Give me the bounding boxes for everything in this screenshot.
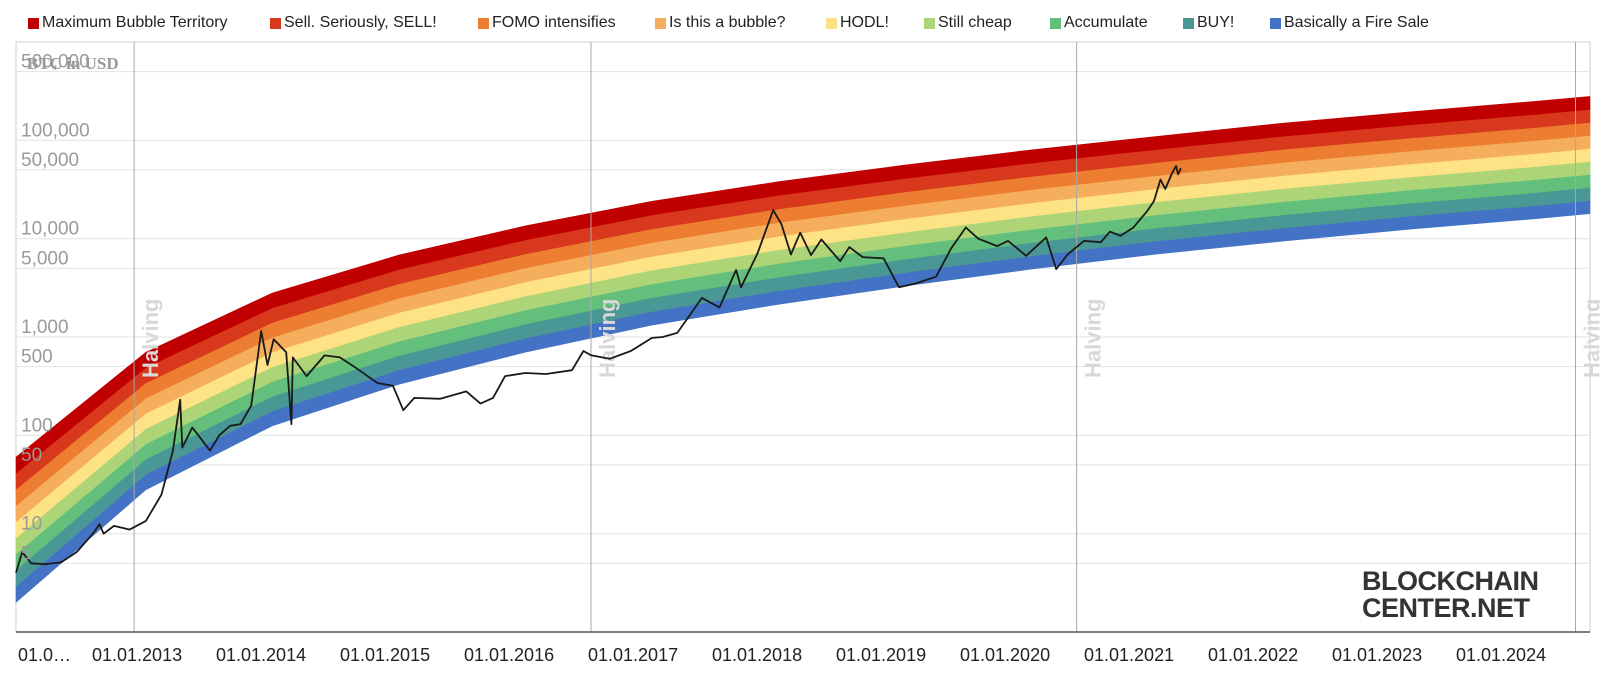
legend-item-still-cheap[interactable]: Still cheap bbox=[924, 14, 1012, 32]
halving-label: Halving bbox=[595, 299, 620, 378]
y-tick-label: 500 bbox=[21, 347, 53, 368]
y-tick-label: 5 bbox=[21, 543, 32, 564]
x-tick-label: 01.01.2017 bbox=[588, 645, 678, 665]
x-tick-label: 01.01.2015 bbox=[340, 645, 430, 665]
legend-item-is-this-a-bubble[interactable]: Is this a bubble? bbox=[655, 14, 786, 32]
legend-item-buy[interactable]: BUY! bbox=[1183, 14, 1234, 32]
x-tick-label: 01.01.2016 bbox=[464, 645, 554, 665]
price-line bbox=[15, 165, 1182, 574]
x-tick-label: 01.01.2013 bbox=[92, 645, 182, 665]
x-tick-label: 01.01.2018 bbox=[712, 645, 802, 665]
legend-swatch bbox=[1183, 17, 1194, 29]
legend-item-sell-seriously-sell[interactable]: Sell. Seriously, SELL! bbox=[270, 14, 437, 32]
legend-item-basically-a-fire-sale[interactable]: Basically a Fire Sale bbox=[1270, 14, 1429, 32]
halving-label: Halving bbox=[1081, 299, 1106, 378]
rainbow-bands bbox=[15, 96, 1591, 604]
y-tick-label: 100,000 bbox=[21, 120, 90, 141]
legend-item-fomo-intensifies[interactable]: FOMO intensifies bbox=[478, 14, 616, 32]
legend-swatch bbox=[655, 17, 666, 29]
legend-swatch bbox=[1050, 17, 1061, 29]
chart-legend: Maximum Bubble Territory Sell. Seriously,… bbox=[0, 0, 1600, 44]
x-tick-label: 01.01.2023 bbox=[1332, 645, 1422, 665]
legend-label: Maximum Bubble Territory bbox=[42, 14, 228, 31]
grid-lines bbox=[16, 71, 1590, 564]
legend-item-accumulate[interactable]: Accumulate bbox=[1050, 14, 1148, 32]
legend-item-maximum-bubble-territory[interactable]: Maximum Bubble Territory bbox=[28, 14, 228, 32]
legend-swatch bbox=[478, 17, 489, 29]
y-tick-label: 50 bbox=[21, 445, 42, 466]
legend-label: Accumulate bbox=[1064, 14, 1148, 31]
blockchaincenter-logo: BLOCKCHAIN CENTER.NET bbox=[1362, 568, 1562, 624]
halving-label: Halving bbox=[1580, 299, 1600, 378]
legend-label: Sell. Seriously, SELL! bbox=[284, 14, 437, 31]
price-series bbox=[15, 165, 1182, 574]
y-axis-labels: 500,000 100,000 50,000 10,000 5,000 1,000 500 1… bbox=[21, 52, 90, 565]
halving-label: Halving bbox=[138, 299, 163, 378]
legend-label: Still cheap bbox=[938, 14, 1012, 31]
x-tick-label: 01.01.2021 bbox=[1084, 645, 1174, 665]
legend-swatch bbox=[270, 17, 281, 29]
x-tick-label: 01.0… bbox=[18, 645, 71, 665]
y-tick-label: 50,000 bbox=[21, 150, 79, 171]
y-tick-label: 10 bbox=[21, 514, 42, 535]
y-tick-label: 5,000 bbox=[21, 248, 69, 269]
legend-swatch bbox=[826, 17, 837, 29]
y-axis-title: BTC in USD bbox=[27, 54, 119, 73]
y-tick-label: 100 bbox=[21, 415, 53, 436]
band-maximum-bubble-territory bbox=[15, 96, 1591, 474]
legend-swatch bbox=[924, 17, 935, 29]
logo-line-2: CENTER.NET bbox=[1362, 593, 1530, 623]
x-axis-labels: 01.0… 01.01.2013 01.01.2014 01.01.2015 01.01… bbox=[18, 645, 1546, 665]
legend-label: HODL! bbox=[840, 14, 889, 31]
x-tick-label: 01.01.2020 bbox=[960, 645, 1050, 665]
logo-line-1: BLOCKCHAIN bbox=[1362, 566, 1539, 596]
y-tick-label: 500,000 bbox=[21, 52, 90, 73]
x-tick-label: 01.01.2019 bbox=[836, 645, 926, 665]
legend-label: Basically a Fire Sale bbox=[1284, 14, 1429, 31]
x-tick-label: 01.01.2014 bbox=[216, 645, 306, 665]
y-tick-label: 1,000 bbox=[21, 317, 69, 338]
legend-label: BUY! bbox=[1197, 14, 1235, 31]
x-tick-label: 01.01.2022 bbox=[1208, 645, 1298, 665]
x-tick-label: 01.01.2024 bbox=[1456, 645, 1546, 665]
legend-label: Is this a bubble? bbox=[669, 14, 786, 31]
legend-swatch bbox=[1270, 17, 1281, 29]
legend-item-hodl[interactable]: HODL! bbox=[826, 14, 889, 32]
y-tick-label: 10,000 bbox=[21, 219, 79, 240]
legend-swatch bbox=[28, 17, 39, 29]
halving-markers: Halving Halving Halving Halving bbox=[133, 42, 1600, 632]
legend-label: FOMO intensifies bbox=[492, 14, 616, 31]
